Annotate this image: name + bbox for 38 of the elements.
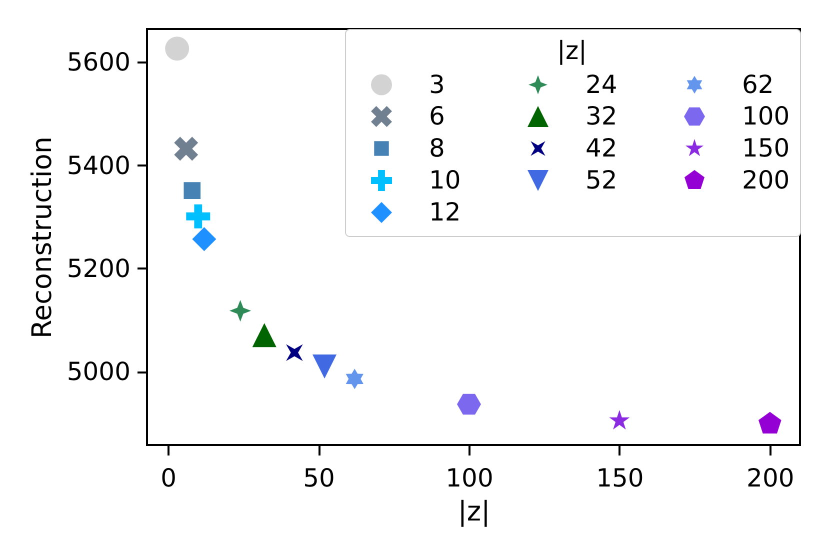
x-tick-label: 50 [303, 464, 335, 492]
y-tick-label: 5600 [66, 48, 130, 77]
y-tick-label: 5200 [66, 254, 130, 283]
legend-label: 200 [742, 166, 790, 194]
x-tick-label: 200 [746, 464, 794, 492]
legend-label: 6 [429, 102, 445, 130]
point [346, 368, 364, 390]
legend-label: 8 [429, 134, 445, 162]
point [184, 182, 201, 199]
legend-label: 52 [586, 166, 618, 194]
x-tick-label: 0 [160, 464, 177, 492]
legend-label: 100 [742, 102, 790, 130]
legend-label: 42 [586, 134, 618, 162]
point [252, 323, 276, 348]
point [758, 412, 782, 434]
y-tick-label: 5000 [66, 357, 130, 386]
legend-label: 3 [429, 70, 445, 99]
x-axis-title: |z| [458, 496, 490, 528]
point [192, 227, 216, 252]
x-tick-label: 100 [446, 464, 494, 492]
point [186, 204, 210, 228]
y-axis-title: Reconstruction [26, 136, 58, 339]
legend-label: 32 [586, 102, 618, 130]
legend-label: 10 [429, 166, 461, 194]
legend-title: |z| [557, 36, 587, 65]
point [286, 344, 303, 362]
x-tick-label: 150 [596, 464, 644, 492]
legend-label: 150 [742, 134, 790, 162]
point [229, 300, 252, 322]
point [456, 394, 481, 415]
point [165, 36, 190, 61]
point [609, 410, 630, 430]
legend-label: 12 [429, 198, 461, 226]
y-tick-label: 5400 [66, 150, 130, 180]
point [174, 136, 198, 161]
point [312, 354, 337, 379]
legend-label: 62 [742, 70, 774, 99]
legend-label: 24 [586, 70, 618, 99]
